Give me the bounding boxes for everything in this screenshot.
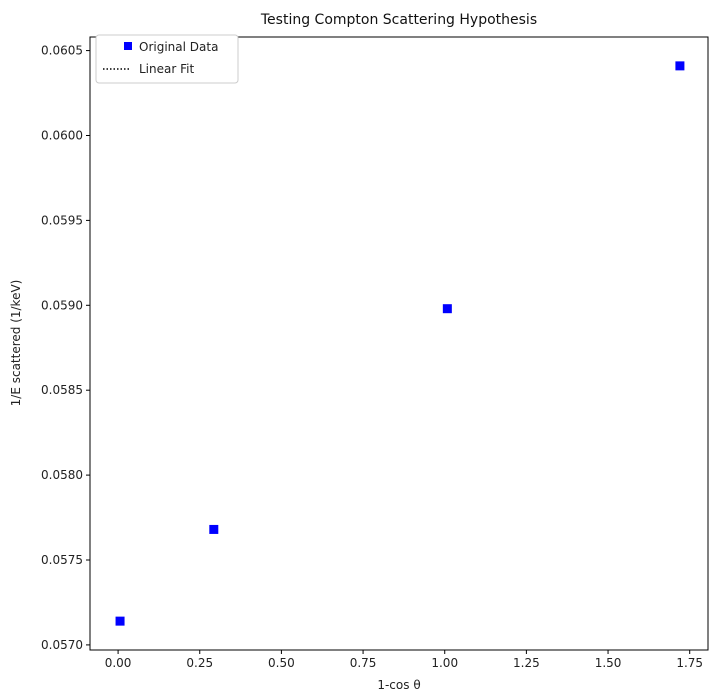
y-tick-label: 0.0600 [41,128,83,142]
y-axis-ticks: 0.0570 0.0575 0.0580 0.0585 0.0590 0.0595 0.06… [41,44,90,652]
y-tick-label: 0.0580 [41,468,83,482]
legend-marker-original-data [124,42,132,50]
x-tick-label: 0.00 [105,656,132,670]
x-tick-label: 0.25 [186,656,213,670]
legend-label-linear-fit: Linear Fit [139,62,194,76]
x-tick-label: 1.25 [513,656,540,670]
data-point [115,616,125,626]
y-tick-label: 0.0575 [41,553,83,567]
y-tick-label: 0.0590 [41,298,83,312]
data-point [209,524,219,534]
x-tick-label: 0.50 [268,656,295,670]
y-tick-label: 0.0585 [41,383,83,397]
x-tick-label: 1.00 [431,656,458,670]
legend: Original Data Linear Fit [95,34,239,84]
x-axis-ticks: 0.00 0.25 0.50 0.75 1.00 1.25 1.50 1.75 [105,650,703,670]
y-tick-label: 0.0570 [41,638,83,652]
x-tick-label: 1.75 [676,656,703,670]
legend-label-original-data: Original Data [139,40,218,54]
data-point [675,61,685,71]
data-points [115,61,685,626]
y-tick-label: 0.0595 [41,213,83,227]
data-point [442,304,452,314]
x-tick-label: 0.75 [350,656,377,670]
y-axis-label: 1/E scattered (1/keV) [9,280,23,407]
x-axis-label: 1-cos θ [377,678,420,692]
y-tick-label: 0.0605 [41,44,83,58]
chart-title: Testing Compton Scattering Hypothesis [260,12,537,28]
x-tick-label: 1.50 [595,656,622,670]
plot-area [89,36,709,651]
